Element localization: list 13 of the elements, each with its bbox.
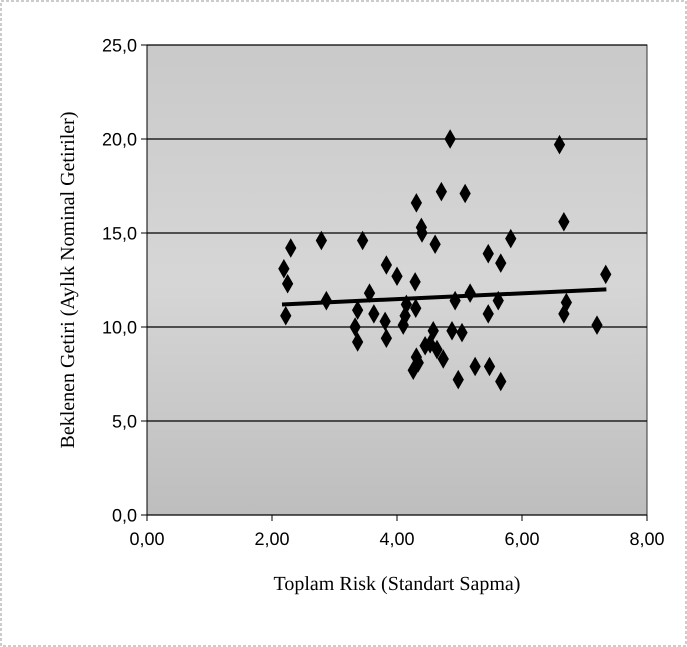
x-tick-label: 6,00 [504, 529, 540, 549]
x-tick-label: 0,00 [129, 529, 165, 549]
x-tick-label: 2,00 [254, 529, 290, 549]
y-tick-label: 25,0 [102, 35, 137, 56]
y-tick-label: 20,0 [102, 129, 137, 150]
y-tick-label: 10,0 [102, 317, 137, 338]
y-axis-title: Beklenen Getiri (Aylık Nominal Getiriler) [57, 112, 79, 448]
x-tick-label: 4,00 [379, 529, 415, 549]
y-tick-label: 15,0 [102, 223, 137, 244]
y-tick-label: 0,0 [112, 505, 137, 526]
x-tick-label: 8,00 [629, 529, 665, 549]
x-axis-title: Toplam Risk (Standart Sapma) [274, 573, 520, 595]
y-tick-label: 5,0 [112, 411, 137, 432]
